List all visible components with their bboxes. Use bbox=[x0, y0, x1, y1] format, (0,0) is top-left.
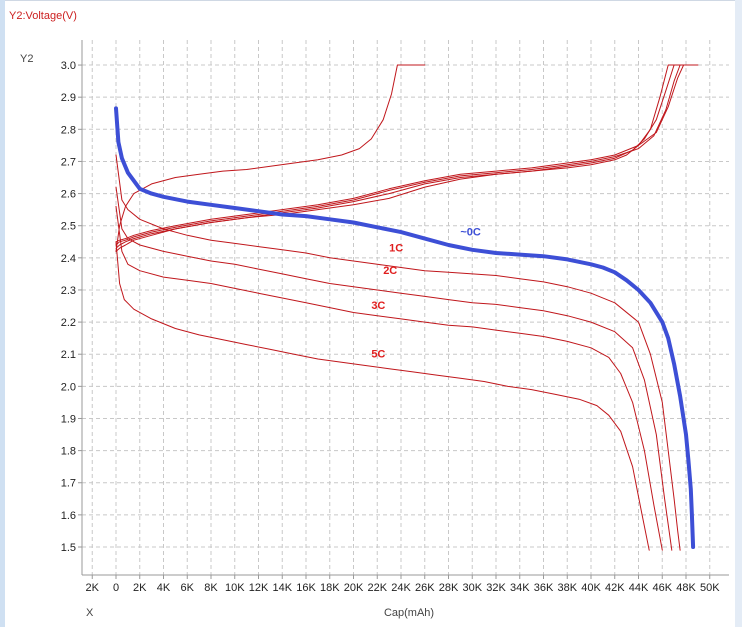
x-tick-label: 22K bbox=[367, 582, 387, 594]
series-label-3c: 3C bbox=[371, 300, 385, 312]
series-line-3c bbox=[115, 205, 663, 551]
x-tick-labels: 2K 0 2K 4K 6K 8K 10K 12K 14K 16K 18K 20K 22K 24K 26K 28… bbox=[86, 582, 721, 594]
y-tick-label: 2.2 bbox=[61, 317, 76, 329]
grid-lines bbox=[82, 40, 729, 575]
series-line-charge-4 bbox=[115, 64, 681, 246]
right-border bbox=[735, 0, 742, 627]
x-tick-label: 46K bbox=[652, 582, 672, 594]
series-line-2c bbox=[115, 186, 673, 551]
x-tick-label: 16K bbox=[296, 582, 316, 594]
x-tick-label: 2K bbox=[86, 582, 100, 594]
series-label-5c: 5C bbox=[371, 348, 385, 360]
x-tick-label: 32K bbox=[486, 582, 506, 594]
x-tick-label: 10K bbox=[225, 582, 245, 594]
series-line-1c bbox=[115, 154, 681, 551]
axes bbox=[78, 40, 729, 579]
x-tick-label: 42K bbox=[605, 582, 625, 594]
series-label-2c: 2C bbox=[383, 265, 397, 277]
x-tick-label: 28K bbox=[439, 582, 459, 594]
x-tick-label: 6K bbox=[181, 582, 195, 594]
x-tick-label: 36K bbox=[534, 582, 554, 594]
y-tick-label: 1.9 bbox=[61, 413, 76, 425]
x-axis-label: Cap(mAh) bbox=[384, 607, 434, 619]
x-tick-label: 0 bbox=[113, 582, 119, 594]
y-tick-label: 2.1 bbox=[61, 349, 76, 361]
series-label-1c: 1C bbox=[389, 242, 403, 254]
x-tick-label: 30K bbox=[462, 582, 482, 594]
x-tick-label: 2K bbox=[133, 582, 147, 594]
series-line-charge-3 bbox=[115, 64, 675, 249]
y-tick-label: 2.4 bbox=[61, 253, 76, 265]
y-tick-label: 2.3 bbox=[61, 285, 76, 297]
y-tick-label: 1.8 bbox=[61, 446, 76, 458]
series-line-0c bbox=[114, 106, 696, 549]
x-tick-label: 34K bbox=[510, 582, 530, 594]
y-tick-label: 2.5 bbox=[61, 221, 76, 233]
top-border bbox=[0, 0, 742, 1]
x-tick-label: 20K bbox=[344, 582, 364, 594]
x-tick-label: 44K bbox=[629, 582, 649, 594]
x-tick-label: 24K bbox=[391, 582, 411, 594]
x-tick-label: 40K bbox=[581, 582, 601, 594]
x-tick-label: 4K bbox=[157, 582, 171, 594]
y-tick-label: 2.0 bbox=[61, 381, 76, 393]
y-tick-labels: 1.5 1.6 1.7 1.8 1.9 2.0 2.1 2.2 2.3 2.4 2.5 2.6 2.7 2… bbox=[61, 60, 76, 554]
x-tick-label: 48K bbox=[676, 582, 696, 594]
series-line-charge-5 bbox=[115, 64, 685, 243]
y-tick-label: 2.6 bbox=[61, 189, 76, 201]
y-tick-label: 2.8 bbox=[61, 124, 76, 136]
y-tick-label: 3.0 bbox=[61, 60, 76, 72]
chart-title: Y2:Voltage(V) bbox=[9, 10, 77, 22]
x-tick-label: 38K bbox=[557, 582, 577, 594]
y-tick-label: 2.9 bbox=[61, 92, 76, 104]
left-border bbox=[0, 0, 5, 627]
y-tick-label: 1.7 bbox=[61, 478, 76, 490]
y-axis-name: Y2 bbox=[20, 53, 33, 65]
series-lines bbox=[114, 64, 699, 551]
x-axis-name-left: X bbox=[86, 607, 94, 619]
x-tick-label: 18K bbox=[320, 582, 340, 594]
series-line-charge-1 bbox=[115, 64, 426, 252]
x-tick-label: 50K bbox=[700, 582, 720, 594]
series-labels: 1C 2C 3C 5C ~0C bbox=[371, 226, 481, 360]
plot-area bbox=[82, 40, 729, 575]
x-tick-label: 12K bbox=[249, 582, 269, 594]
y-tick-label: 1.5 bbox=[61, 542, 76, 554]
x-tick-label: 26K bbox=[415, 582, 435, 594]
y-tick-label: 1.6 bbox=[61, 510, 76, 522]
y-tick-label: 2.7 bbox=[61, 156, 76, 168]
series-line-5c bbox=[115, 241, 650, 551]
series-label-0c: ~0C bbox=[460, 226, 481, 238]
x-tick-label: 8K bbox=[204, 582, 218, 594]
x-tick-label: 14K bbox=[272, 582, 292, 594]
